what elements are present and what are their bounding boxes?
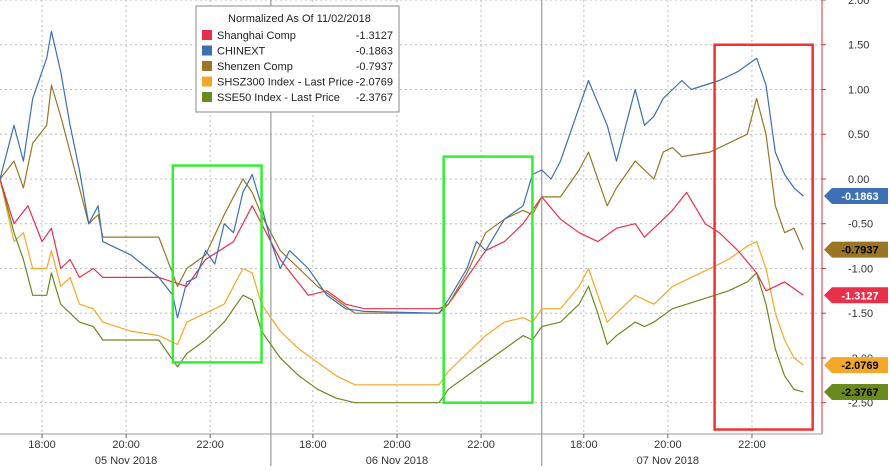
legend-row: SSE50 Index - Last Price -2.3767: [202, 92, 393, 104]
legend-swatch: [202, 61, 212, 71]
x-tick-label: 20:00: [654, 439, 682, 451]
x-tick-label: 22:00: [467, 439, 495, 451]
badge-bg: [824, 287, 888, 304]
badge-bg: [824, 241, 888, 258]
badge-1: -0.1863: [824, 187, 888, 204]
legend-swatch: [202, 45, 212, 56]
y-tick-label: 0.00: [848, 174, 869, 186]
legend-name: Shenzen Comp: [217, 61, 293, 73]
x-tick-label: 18:00: [28, 439, 56, 451]
badge-3: -2.0769: [824, 357, 888, 374]
legend-swatch: [202, 30, 212, 40]
x-tick-label: 22:00: [196, 439, 224, 451]
highlight-box-2: [713, 43, 814, 431]
x-tick-label: 22:00: [738, 439, 766, 451]
legend-row: Shenzen Comp -0.7937: [202, 61, 393, 73]
badge-value: -2.0769: [841, 360, 878, 372]
grid: [0, 0, 822, 434]
x-date-label: 07 Nov 2018: [637, 455, 699, 466]
y-tick-label: 2.00: [848, 0, 869, 7]
legend-title: Normalized As Of 11/02/2018: [228, 13, 371, 25]
legend-value: -0.7937: [356, 61, 393, 73]
badge-value: -1.3127: [841, 290, 878, 302]
last-value-badges: -1.3127 -0.1863 -0.7937 -2.0769 -2.3767: [824, 187, 888, 400]
badge-bg: [824, 187, 888, 204]
highlight-box-1: [442, 155, 534, 404]
y-tick-label: 1.00: [848, 84, 869, 96]
y-axis-ticks: 2.001.501.000.500.00-0.50-1.00-1.50-2.00…: [822, 0, 873, 410]
legend-value: -2.3767: [356, 92, 393, 104]
legend-swatch: [202, 92, 212, 102]
badge-4: -2.3767: [824, 383, 888, 400]
legend-row: SHSZ300 Index - Last Price -2.0769: [202, 76, 393, 89]
legend-rows: Shanghai Comp -1.3127 CHINEXT -0.1863 Shenze…: [202, 30, 393, 104]
y-tick-label: 1.50: [848, 40, 869, 52]
legend-name: SHSZ300 Index - Last Price: [217, 77, 353, 89]
y-tick-label: 0.50: [848, 129, 869, 141]
legend-name: SSE50 Index - Last Price: [217, 92, 340, 104]
x-date-label: 06 Nov 2018: [366, 455, 428, 466]
x-tick-label: 20:00: [383, 439, 411, 451]
x-tick-label: 18:00: [570, 439, 598, 451]
badge-value: -0.7937: [841, 245, 878, 257]
legend-box: [195, 5, 400, 113]
legend-row: Shanghai Comp -1.3127: [202, 30, 393, 42]
badge-0: -1.3127: [824, 287, 888, 304]
x-date-label: 05 Nov 2018: [95, 455, 157, 466]
badge-2: -0.7937: [824, 241, 888, 258]
legend-swatch: [202, 76, 212, 87]
badge-bg: [824, 357, 888, 374]
x-tick-label: 18:00: [299, 439, 327, 451]
badge-value: -0.1863: [841, 191, 878, 203]
y-tick-label: -1.00: [848, 263, 873, 275]
badge-value: -2.3767: [841, 387, 878, 399]
highlight-box-0: [171, 164, 263, 364]
legend-value: -2.0769: [356, 77, 393, 89]
x-axis-ticks: 18:00 20:00 22:00 18:00 20:00 22:00 18:00 20:00…: [28, 434, 766, 467]
legend-name: Shanghai Comp: [217, 30, 296, 42]
badge-bg: [824, 383, 888, 400]
series-line-0: [0, 178, 804, 310]
legend-row: CHINEXT -0.1863: [202, 45, 393, 58]
highlight-boxes: [171, 43, 814, 431]
legend-value: -0.1863: [356, 46, 393, 58]
y-tick-label: -2.50: [848, 398, 873, 410]
y-tick-label: -0.50: [848, 219, 873, 231]
legend: Normalized As Of 11/02/2018 Shanghai Com…: [195, 5, 400, 113]
series-line-1: [0, 30, 804, 319]
legend-name: CHINEXT: [217, 46, 266, 58]
legend-value: -1.3127: [356, 30, 393, 42]
y-tick-label: -1.50: [848, 308, 873, 320]
x-tick-label: 20:00: [112, 439, 140, 451]
